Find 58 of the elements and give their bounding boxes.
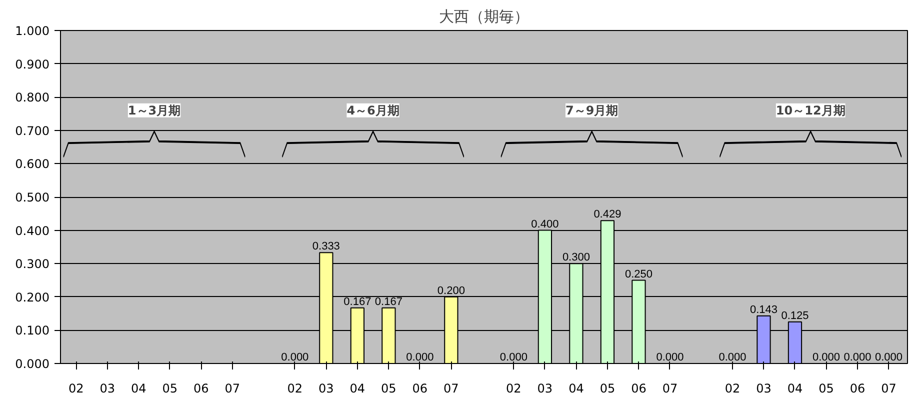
data-label: 0.400 — [531, 218, 559, 230]
x-tick-label: 07 — [444, 382, 459, 396]
x-tick-label: 02 — [68, 382, 84, 396]
data-label: 0.200 — [437, 284, 465, 297]
data-label: 0.000 — [812, 352, 840, 364]
x-tick-label: 06 — [631, 382, 646, 396]
x-tick-label: 03 — [100, 382, 116, 396]
data-label: 0.300 — [562, 252, 590, 264]
x-tick-label: 06 — [194, 382, 209, 396]
y-tick-label: 0.400 — [15, 224, 50, 238]
x-tick-label: 04 — [350, 382, 366, 396]
data-label: 0.429 — [594, 208, 622, 221]
x-tick-label: 05 — [600, 382, 616, 396]
y-tick-label: 1.000 — [15, 24, 50, 38]
x-tick-label: 03 — [756, 382, 772, 396]
x-tick-label: 07 — [881, 382, 896, 396]
data-label: 0.125 — [781, 310, 809, 322]
y-tick-label: 0.100 — [15, 324, 50, 338]
data-label: 0.000 — [656, 352, 684, 364]
x-tick-label: 04 — [787, 382, 803, 396]
x-tick-label: 05 — [818, 382, 834, 396]
x-tick-label: 02 — [506, 382, 522, 396]
data-label: 0.333 — [312, 240, 340, 253]
y-tick-label: 0.900 — [15, 57, 50, 72]
data-label: 0.000 — [718, 352, 746, 364]
y-tick-label: 0.200 — [15, 290, 50, 304]
x-tick-label: 06 — [412, 382, 428, 396]
x-tick-label: 04 — [568, 382, 584, 396]
y-tick-label: 0.300 — [15, 257, 50, 272]
x-tick-label: 02 — [724, 382, 740, 396]
x-tick-label: 07 — [224, 382, 240, 396]
annotation: 1～3月期 — [128, 103, 181, 118]
annotation: 7～9月期 — [565, 103, 618, 118]
data-label: 0.000 — [500, 352, 528, 364]
y-tick-label: 0.600 — [15, 157, 50, 172]
x-tick-label: 05 — [381, 382, 396, 396]
x-tick-label: 07 — [662, 382, 678, 396]
x-tick-label: 03 — [318, 382, 334, 396]
x-tick-label: 05 — [162, 382, 178, 396]
data-label: 0.250 — [624, 268, 652, 280]
data-label: 0.167 — [374, 296, 402, 308]
data-label: 0.000 — [281, 352, 309, 364]
data-label: 0.167 — [344, 296, 372, 308]
y-tick-label: 0.800 — [15, 90, 50, 105]
y-tick-label: 0.000 — [15, 357, 50, 371]
x-tick-label: 02 — [287, 382, 303, 396]
annotation: 10～12月期 — [776, 103, 846, 118]
data-label: 0.000 — [406, 352, 434, 364]
data-label: 0.000 — [874, 352, 903, 364]
y-tick-label: 0.500 — [15, 190, 50, 204]
x-tick-label: 04 — [131, 382, 146, 396]
chart-title: 大西（期毎） — [439, 8, 529, 26]
data-label: 0.000 — [844, 352, 872, 364]
y-tick-label: 0.700 — [15, 124, 50, 138]
x-tick-label: 06 — [850, 382, 866, 396]
x-tick-label: 03 — [537, 382, 553, 396]
data-label: 0.143 — [750, 304, 778, 316]
annotation: 4～6月期 — [346, 103, 400, 118]
